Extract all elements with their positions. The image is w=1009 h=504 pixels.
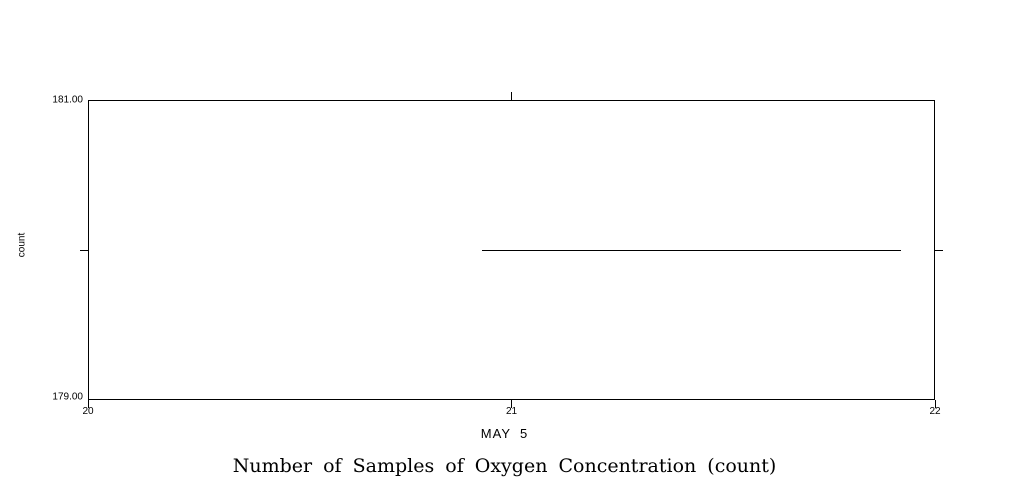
x-tick-mark-bottom [934,400,936,408]
x-tick-label-22: 22 [929,406,941,417]
x-tick-label-20: 20 [82,406,94,417]
y-tick-mark-left [80,249,88,251]
data-line-oxygen-sample-count [481,249,902,251]
x-tick-label-21: 21 [505,406,518,417]
x-axis-label: MAY 5 [480,426,529,441]
y-tick-label-181: 181.00 [52,94,83,106]
x-tick-mark-bottom [87,400,89,408]
chart-title: Number of Samples of Oxygen Concentratio… [232,455,777,477]
x-tick-mark-bottom [511,400,512,408]
x-tick-mark-top [511,92,512,100]
y-tick-label-179: 179.00 [52,391,83,403]
y-axis-label: count [16,232,28,258]
y-tick-mark-right [935,249,943,251]
plot-area [88,100,935,400]
